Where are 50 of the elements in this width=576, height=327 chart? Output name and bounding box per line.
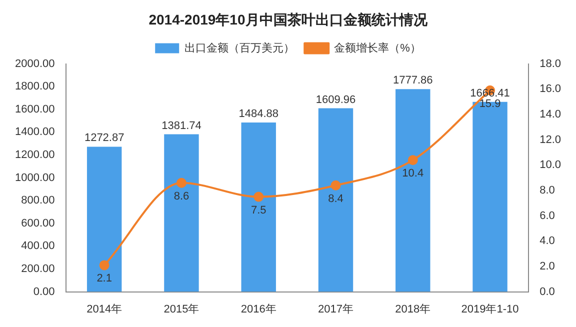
point: [176, 178, 186, 188]
x-tick-label: 2017年: [318, 303, 354, 316]
y2-tick-label: 12.0: [540, 134, 562, 146]
y2-tick-label: 18.0: [540, 58, 562, 70]
y-tick-label: 1800.00: [14, 80, 55, 93]
x-tick-label: 2019年1-10: [461, 303, 519, 316]
y2-tick-label: 16.0: [540, 83, 562, 96]
legend-label: 金额增长率（%）: [334, 41, 421, 54]
data-label: 10.4: [402, 168, 424, 180]
y-tick-label: 1400.00: [14, 126, 55, 138]
bar: [318, 108, 354, 292]
y2-tick-label: 0.0: [540, 286, 555, 298]
data-label: 1484.88: [238, 108, 278, 120]
y-tick-label: 2000.00: [14, 58, 55, 70]
point: [330, 180, 341, 190]
bar: [241, 122, 276, 292]
y2-tick-label: 8.0: [540, 184, 555, 196]
data-label: 1272.87: [84, 132, 124, 144]
data-label: 8.6: [174, 190, 190, 202]
bar: [86, 146, 122, 292]
y2-tick-label: 6.0: [540, 210, 555, 222]
data-label: 1777.86: [393, 74, 433, 87]
data-label: 2.1: [96, 272, 112, 285]
y2-tick-label: 14.0: [540, 108, 562, 120]
bar: [164, 134, 199, 292]
x-tick-label: 2018年: [395, 303, 431, 316]
y2-tick-label: 10.0: [540, 159, 562, 172]
y2-tick-label: 4.0: [540, 235, 555, 248]
data-label: 1381.74: [162, 120, 202, 132]
y-tick-label: 1200.00: [14, 149, 55, 162]
x-tick-label: 2016年: [240, 303, 276, 316]
y-tick-label: 600.00: [21, 217, 55, 230]
y-tick-label: 1600.00: [14, 103, 55, 116]
data-label: 1609.96: [316, 94, 356, 106]
chart-title: 2014-2019年10月中国茶叶出口金额统计情况: [148, 11, 428, 28]
point: [408, 155, 418, 166]
data-label: 7.5: [250, 204, 266, 216]
y-tick-label: 0.00: [33, 286, 55, 298]
y-tick-label: 1000.00: [14, 172, 55, 184]
data-label: 8.4: [328, 192, 344, 205]
bar: [396, 89, 430, 292]
legend-label: 出口金额（百万美元）: [184, 41, 295, 54]
y2-tick-label: 2.0: [540, 260, 555, 272]
y-tick-label: 400.00: [21, 240, 55, 252]
y-tick-label: 800.00: [21, 194, 55, 207]
x-tick-label: 2015年: [164, 303, 200, 316]
x-tick-label: 2014年: [86, 303, 122, 316]
point: [254, 192, 264, 202]
y-tick-label: 200.00: [21, 263, 55, 276]
point: [99, 260, 110, 270]
